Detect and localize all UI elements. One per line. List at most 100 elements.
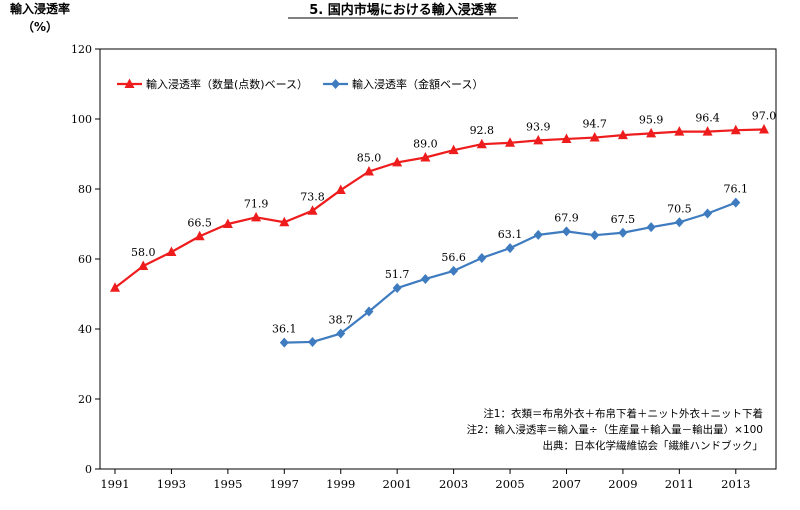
data-point xyxy=(617,129,628,140)
data-label: 36.1 xyxy=(272,323,297,336)
data-point xyxy=(561,133,572,143)
x-tick-label: 2009 xyxy=(608,477,637,491)
data-point xyxy=(476,138,487,149)
data-label: 38.7 xyxy=(328,314,353,327)
data-point xyxy=(702,126,713,136)
data-point xyxy=(336,328,346,339)
data-point xyxy=(194,230,205,241)
data-point xyxy=(505,137,516,147)
data-label: 93.9 xyxy=(526,120,551,133)
data-point xyxy=(138,260,149,270)
data-point xyxy=(392,283,402,294)
data-label: 94.7 xyxy=(582,118,607,131)
data-point xyxy=(420,273,430,284)
data-label: 97.0 xyxy=(752,110,777,123)
data-label: 67.5 xyxy=(611,213,636,226)
series-value-base: 36.1 38.7 51.7 56.6 63.1 67.9 67.5 70.5 76.1 xyxy=(272,183,748,348)
y-axis-title: 輸入浸透率 xyxy=(10,1,70,16)
data-point xyxy=(420,152,431,162)
data-point xyxy=(166,246,177,256)
series-line xyxy=(114,128,765,289)
data-point xyxy=(646,222,656,233)
legend-label: 輸入浸透率（金額ベース） xyxy=(352,77,483,91)
x-tick-label: 1993 xyxy=(157,477,186,491)
data-label: 56.6 xyxy=(441,251,466,264)
data-point xyxy=(533,134,544,145)
x-tick-label: 2013 xyxy=(721,477,750,491)
x-tick-label: 2011 xyxy=(665,477,694,491)
x-tick-label: 1991 xyxy=(100,477,129,491)
x-tick-label: 1999 xyxy=(326,477,355,491)
data-label: 73.8 xyxy=(300,191,325,204)
data-point xyxy=(279,337,289,348)
y-tick-label: 60 xyxy=(78,253,92,266)
data-point xyxy=(618,227,628,238)
data-label: 85.0 xyxy=(357,152,382,165)
x-tick-label: 2001 xyxy=(383,477,412,491)
data-point xyxy=(307,205,318,215)
y-tick-label: 40 xyxy=(78,323,92,336)
y-tick-label: 120 xyxy=(71,43,92,56)
data-label: 92.8 xyxy=(470,124,495,137)
legend-marker xyxy=(124,78,135,88)
data-label: 76.1 xyxy=(724,183,749,196)
legend-label: 輸入浸透率（数量(点数)ベース） xyxy=(146,77,308,91)
data-point xyxy=(222,218,233,228)
data-point xyxy=(730,124,741,135)
data-label: 70.5 xyxy=(667,202,692,215)
data-point xyxy=(392,156,403,167)
data-label: 96.4 xyxy=(695,112,720,125)
data-point xyxy=(561,226,571,237)
data-label: 51.7 xyxy=(385,268,410,281)
legend: 輸入浸透率（数量(点数)ベース） 輸入浸透率（金額ベース） xyxy=(117,77,484,91)
data-point xyxy=(533,229,543,240)
y-axis-unit: （%） xyxy=(22,19,58,34)
data-label: 89.0 xyxy=(413,138,438,151)
data-point xyxy=(110,282,120,292)
y-tick-label: 100 xyxy=(71,113,92,126)
chart-title: 5. 国内市場における輸入浸透率 xyxy=(309,2,497,18)
data-point xyxy=(759,124,769,134)
note-2: 注2：輸入浸透率＝輸入量÷（生産量＋輸入量－輸出量）×100 xyxy=(467,423,763,436)
y-tick-label: 80 xyxy=(78,183,92,196)
legend-marker xyxy=(331,79,341,89)
data-point xyxy=(449,265,459,276)
data-label: 63.1 xyxy=(498,228,523,241)
source-note: 出典：日本化学繊維協会「繊維ハンドブック」 xyxy=(543,439,764,452)
plot-area: 0 20 40 60 80 100 120 1991 1993 1995 1997 1999 2001 2… xyxy=(71,43,777,491)
data-label: 66.5 xyxy=(187,216,212,229)
x-tick-label: 2003 xyxy=(439,477,468,491)
data-point xyxy=(731,197,741,208)
data-point xyxy=(703,208,713,219)
note-1: 注1：衣類＝布帛外衣＋布帛下着＋ニット外衣＋ニット下着 xyxy=(483,407,763,420)
data-point xyxy=(674,217,684,228)
data-point xyxy=(646,127,657,138)
data-point xyxy=(589,132,600,142)
data-point xyxy=(364,306,374,317)
data-point xyxy=(477,252,487,263)
data-point xyxy=(308,336,318,347)
data-point xyxy=(251,211,262,222)
data-point xyxy=(335,184,346,195)
y-tick-label: 0 xyxy=(85,463,92,476)
data-label: 95.9 xyxy=(639,113,664,126)
data-label: 58.0 xyxy=(131,246,156,259)
x-tick-label: 1997 xyxy=(270,477,299,491)
x-tick-label: 2005 xyxy=(495,477,524,491)
data-point xyxy=(363,166,374,176)
data-point xyxy=(279,216,290,227)
legend-item: 輸入浸透率（数量(点数)ベース） xyxy=(117,77,308,91)
data-point xyxy=(590,230,600,241)
legend-item: 輸入浸透率（金額ベース） xyxy=(323,77,484,91)
data-point xyxy=(505,243,515,254)
series-quantity-base: 58.0 66.5 71.9 73.8 85.0 89.0 92.8 93.9 94.7 95.9… xyxy=(110,110,776,292)
y-tick-label: 20 xyxy=(78,393,92,406)
data-point xyxy=(448,144,459,155)
data-label: 71.9 xyxy=(244,197,269,210)
data-label: 67.9 xyxy=(554,211,579,224)
data-point xyxy=(674,126,685,136)
x-tick-label: 2007 xyxy=(552,477,581,491)
plot-frame xyxy=(99,48,777,470)
x-tick-label: 1995 xyxy=(213,477,242,491)
